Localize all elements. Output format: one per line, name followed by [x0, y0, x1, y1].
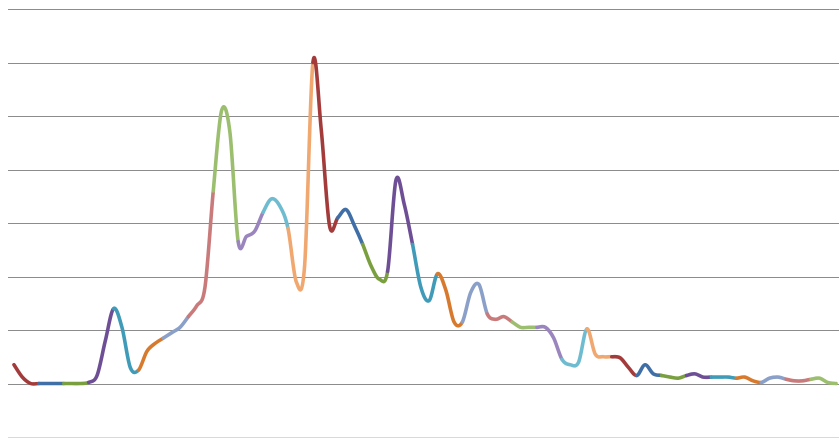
series-line-segment: [460, 281, 490, 324]
series-line-segment: [311, 56, 340, 233]
series-line-segment: [759, 375, 788, 385]
series-line-segment: [161, 314, 191, 340]
series-line-segment: [336, 207, 365, 247]
series-line-segment: [634, 362, 664, 378]
series-line-segment: [111, 306, 141, 375]
series-line-segment: [211, 104, 240, 244]
gridlines: [8, 8, 839, 439]
series-line-segment: [236, 210, 265, 251]
series-line-segment: [286, 60, 315, 292]
series-line-segment: [385, 175, 415, 273]
series-line-segment: [734, 375, 764, 385]
series-line-segment: [809, 376, 838, 386]
series-line-segment: [535, 324, 564, 362]
data-series: [12, 56, 838, 386]
series-line-segment: [684, 372, 714, 380]
series-line-segment: [659, 373, 689, 380]
series-line-segment: [410, 242, 440, 303]
series-line-segment: [86, 306, 116, 385]
series-line-segment: [12, 362, 41, 386]
series-line-segment: [485, 312, 514, 324]
series-line-segment: [560, 327, 589, 368]
series-line-segment: [360, 242, 390, 284]
series-line-segment: [62, 380, 91, 386]
series-line-segment: [186, 189, 216, 319]
series-line-segment: [261, 196, 290, 231]
series-line-segment: [510, 320, 539, 330]
series-line-segment: [435, 271, 465, 328]
series-line-segment: [610, 354, 639, 378]
series-line-segment: [784, 377, 813, 383]
series-line-segment: [585, 327, 614, 359]
series-line-segment: [709, 375, 739, 380]
series-line-segment: [136, 336, 166, 372]
